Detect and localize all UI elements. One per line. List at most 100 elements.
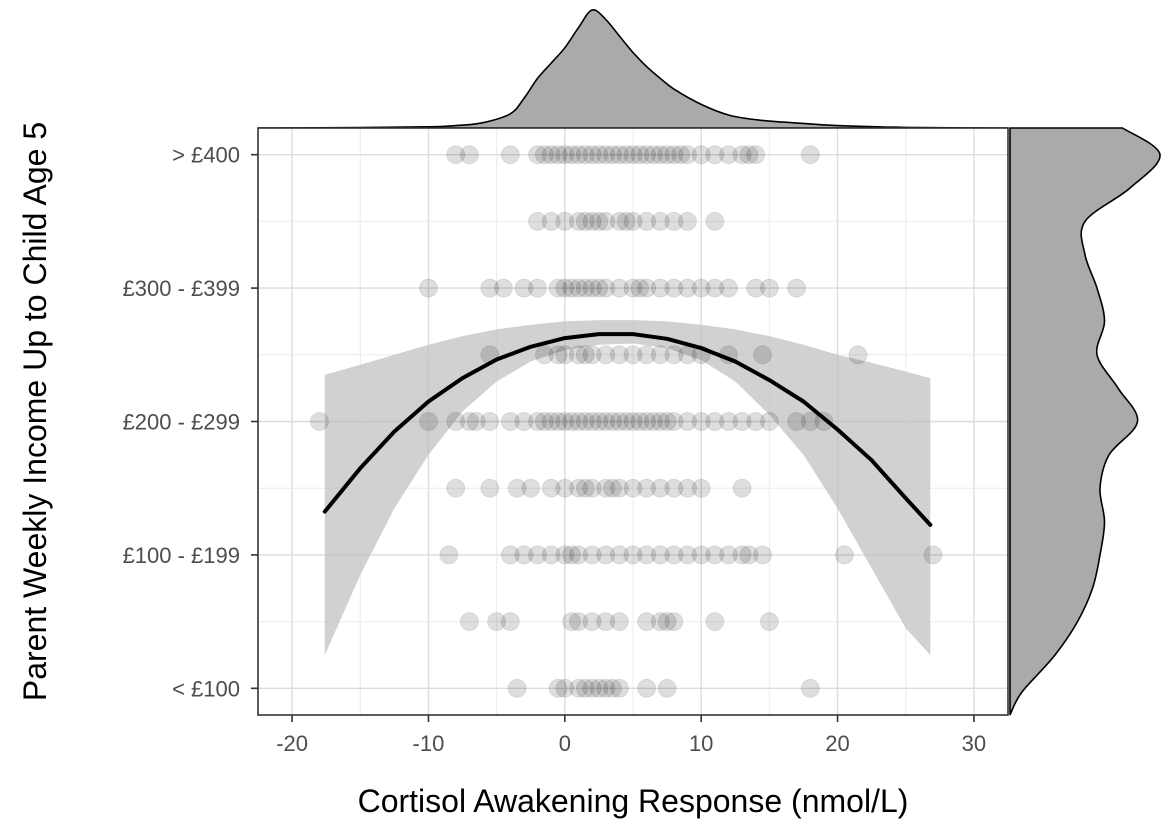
data-point bbox=[739, 545, 759, 565]
data-point bbox=[746, 278, 766, 298]
data-point bbox=[705, 211, 725, 231]
data-point bbox=[623, 345, 643, 365]
y-tick-label: £200 - £299 bbox=[123, 410, 240, 435]
data-point bbox=[500, 145, 520, 165]
data-point bbox=[609, 545, 629, 565]
data-point bbox=[664, 412, 684, 431]
data-point bbox=[603, 678, 622, 698]
data-point bbox=[555, 278, 575, 298]
data-point bbox=[630, 278, 650, 298]
data-point bbox=[596, 211, 616, 231]
data-point bbox=[569, 412, 588, 431]
data-point bbox=[691, 278, 711, 298]
y-tick-label: < £100 bbox=[172, 676, 240, 701]
data-point bbox=[541, 478, 561, 498]
confidence-band bbox=[324, 320, 931, 655]
data-point bbox=[603, 412, 622, 431]
data-point bbox=[500, 612, 520, 632]
data-point bbox=[555, 345, 575, 365]
data-point bbox=[637, 612, 657, 632]
y-tick-label: £300 - £399 bbox=[123, 276, 240, 301]
data-point bbox=[609, 278, 629, 298]
data-point bbox=[309, 412, 329, 431]
data-point bbox=[787, 278, 807, 298]
data-point bbox=[575, 478, 595, 498]
data-point bbox=[678, 278, 697, 298]
x-density-curve bbox=[257, 9, 1009, 129]
data-point bbox=[623, 211, 643, 231]
data-point bbox=[569, 211, 588, 231]
data-point bbox=[541, 412, 561, 431]
data-point bbox=[514, 412, 534, 431]
data-point bbox=[650, 278, 670, 298]
data-point bbox=[582, 145, 602, 165]
data-point bbox=[480, 478, 500, 498]
data-point bbox=[609, 345, 629, 365]
data-point bbox=[609, 612, 629, 632]
data-point bbox=[500, 412, 520, 431]
data-point bbox=[719, 145, 738, 165]
data-point bbox=[616, 412, 636, 431]
data-point bbox=[569, 478, 588, 498]
data-point bbox=[753, 345, 772, 365]
y-tick-label: > £400 bbox=[172, 143, 240, 168]
data-point bbox=[616, 145, 636, 165]
data-point bbox=[705, 545, 725, 565]
data-point bbox=[800, 678, 820, 698]
data-point bbox=[637, 345, 657, 365]
data-point bbox=[459, 612, 479, 632]
data-point bbox=[609, 412, 629, 431]
data-point bbox=[548, 345, 568, 365]
data-point bbox=[582, 478, 602, 498]
data-point bbox=[609, 678, 629, 698]
data-point bbox=[719, 412, 738, 431]
data-point bbox=[691, 412, 711, 431]
data-point bbox=[528, 211, 547, 231]
data-point bbox=[759, 612, 779, 632]
data-point bbox=[541, 545, 561, 565]
x-marginal-density bbox=[257, 9, 1009, 129]
data-point bbox=[623, 278, 643, 298]
data-point bbox=[630, 145, 650, 165]
data-point bbox=[582, 278, 602, 298]
data-point bbox=[555, 412, 575, 431]
data-point bbox=[596, 545, 616, 565]
data-point bbox=[521, 478, 541, 498]
data-point bbox=[691, 145, 711, 165]
data-point bbox=[589, 145, 609, 165]
data-point bbox=[616, 211, 636, 231]
x-tick-label: 10 bbox=[689, 731, 713, 756]
data-point bbox=[548, 145, 568, 165]
data-point bbox=[678, 145, 697, 165]
data-point bbox=[691, 545, 711, 565]
data-point bbox=[562, 278, 582, 298]
data-point bbox=[623, 545, 643, 565]
x-axis: -20 -10 0 10 20 30 bbox=[276, 715, 986, 756]
data-point bbox=[732, 545, 752, 565]
data-point bbox=[637, 278, 657, 298]
data-point bbox=[759, 412, 779, 431]
data-point bbox=[609, 211, 629, 231]
data-point bbox=[678, 211, 697, 231]
data-point bbox=[555, 211, 575, 231]
data-point bbox=[705, 145, 725, 165]
data-point bbox=[589, 211, 609, 231]
data-point bbox=[596, 678, 616, 698]
data-point bbox=[787, 412, 807, 431]
data-point bbox=[582, 211, 602, 231]
data-point bbox=[596, 478, 616, 498]
data-point bbox=[664, 211, 684, 231]
data-point bbox=[446, 145, 466, 165]
data-point bbox=[487, 612, 507, 632]
data-point bbox=[759, 278, 779, 298]
data-point bbox=[637, 145, 657, 165]
data-point bbox=[644, 145, 663, 165]
data-point bbox=[575, 211, 595, 231]
data-point bbox=[569, 145, 588, 165]
data-point bbox=[623, 412, 643, 431]
data-point bbox=[637, 678, 657, 698]
data-point bbox=[528, 545, 547, 565]
y-axis-title: Parent Weekly Income Up to Child Age 5 bbox=[17, 122, 53, 701]
data-point bbox=[548, 278, 568, 298]
